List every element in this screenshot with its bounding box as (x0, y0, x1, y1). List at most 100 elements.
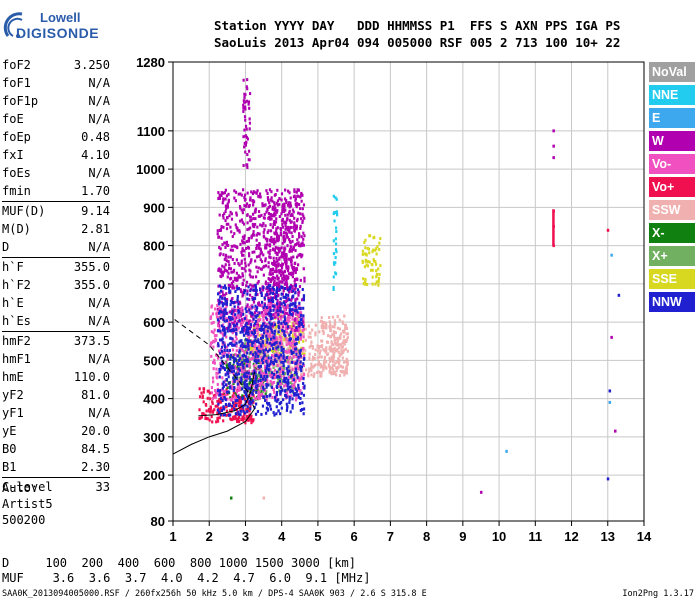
echo-point (286, 225, 290, 229)
echo-point (275, 390, 279, 394)
echo-point (216, 376, 219, 380)
echo-point (285, 343, 288, 347)
echo-point (284, 213, 287, 217)
echo-point (293, 373, 297, 377)
echo-point (282, 254, 286, 258)
echo-point (343, 373, 346, 377)
echo-point (280, 367, 283, 371)
echo-point (245, 364, 249, 368)
echo-point (209, 406, 212, 410)
echo-point (274, 263, 277, 267)
echo-point (264, 346, 268, 350)
echo-point (290, 312, 293, 316)
echo-point (278, 304, 282, 308)
echo-point (255, 357, 259, 361)
echo-point (247, 376, 250, 380)
echo-point (333, 322, 336, 326)
echo-point (239, 288, 242, 292)
echo-point (282, 320, 285, 324)
echo-point (230, 281, 234, 285)
echo-point (316, 344, 319, 348)
echo-point (240, 312, 243, 316)
echo-point (233, 397, 236, 401)
echo-point (268, 284, 271, 288)
echo-point (277, 348, 280, 352)
echo-point (219, 393, 222, 397)
echo-point (266, 290, 269, 294)
echo-point (244, 377, 247, 381)
echo-point (216, 324, 220, 328)
echo-point (228, 403, 231, 407)
echo-point (240, 308, 243, 312)
echo-point (302, 320, 305, 324)
echo-point (268, 348, 272, 352)
echo-point (207, 408, 211, 412)
echo-point (300, 318, 303, 322)
echo-point (238, 388, 241, 392)
muf-table: D 100 200 400 600 800 1000 1500 3000 [km… (2, 556, 370, 586)
echo-point (295, 355, 298, 359)
echo-point (255, 244, 258, 248)
echo-point (273, 276, 276, 280)
echo-point (232, 369, 236, 373)
echo-point (218, 306, 221, 310)
echo-point (235, 284, 239, 288)
echo-point (233, 359, 236, 363)
echo-point (252, 382, 255, 386)
echo-point (257, 326, 260, 330)
echo-point (221, 302, 224, 306)
echo-point (340, 349, 343, 353)
echo-point (240, 259, 243, 263)
echo-point (229, 396, 232, 400)
echo-point (225, 243, 228, 247)
echo-point (255, 275, 258, 279)
echo-point (267, 198, 270, 202)
echo-point (211, 401, 214, 405)
echo-point (479, 490, 483, 494)
echo-point (279, 285, 282, 289)
echo-point (238, 229, 241, 233)
echo-point (223, 212, 226, 216)
echo-point (279, 386, 282, 390)
echo-point (235, 258, 239, 262)
echo-point (260, 344, 263, 348)
echo-point (247, 149, 251, 153)
param-row: foF1p N/A (2, 92, 110, 110)
echo-point (300, 372, 303, 376)
echo-point (324, 321, 328, 325)
echo-point (222, 198, 225, 202)
echo-point (276, 277, 279, 281)
echo-point (301, 221, 304, 225)
echo-point (257, 266, 260, 270)
echo-point (213, 340, 216, 344)
echo-point (368, 260, 371, 264)
echo-point (262, 306, 265, 310)
echo-point (319, 363, 322, 367)
echo-point (201, 394, 204, 398)
echo-point (290, 366, 293, 370)
echo-point (326, 352, 330, 356)
echo-point (241, 220, 244, 224)
echo-point (256, 386, 259, 390)
echo-point (338, 360, 341, 364)
echo-point (281, 225, 285, 229)
param-value: 110.0 (73, 370, 110, 384)
echo-point (270, 312, 273, 316)
echo-point (346, 349, 349, 353)
echo-point (301, 193, 304, 197)
echo-point (257, 243, 261, 247)
echo-point (291, 335, 294, 339)
echo-point (276, 363, 279, 367)
echo-point (273, 413, 276, 417)
echo-point (343, 371, 346, 375)
param-key: foF1p (2, 94, 39, 108)
echo-point (229, 353, 232, 357)
echo-point (288, 249, 291, 253)
echo-point (288, 289, 291, 293)
echo-point (264, 325, 267, 329)
echo-point (222, 323, 225, 327)
echo-point (240, 417, 243, 421)
legend-item: NNE (649, 85, 695, 105)
virtual-height-trace (198, 371, 256, 417)
echo-point (216, 318, 220, 322)
